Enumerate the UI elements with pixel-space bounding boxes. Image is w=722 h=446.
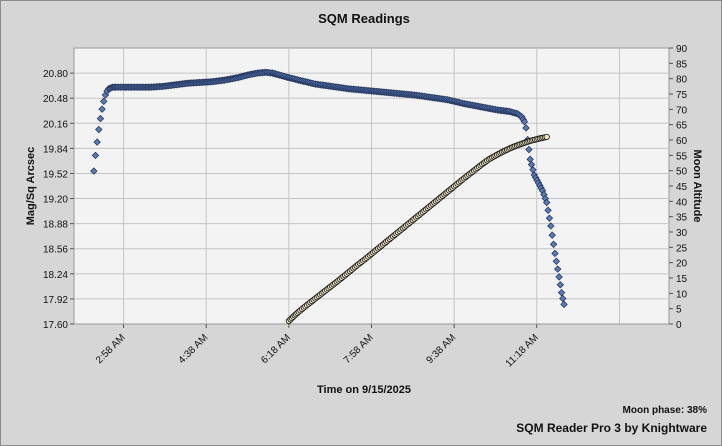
moon-altitude-series	[285, 133, 550, 325]
x-axis-ticks: 2:58 AM 4:38 AM 6:18 AM 7:58 AM 9:38 AM 11:18…	[94, 324, 541, 369]
sqm-reading-point	[560, 300, 568, 309]
x-tick-label: 4:38 AM	[177, 332, 211, 366]
y2-axis-ticks: 0 5 10 15 20 25 30 35 40 45 50 55 60 65 70 75 80 85 90	[669, 44, 688, 331]
sqm-reading-point	[542, 198, 551, 207]
sqm-reading-point	[91, 151, 100, 160]
sqm-reading-point	[555, 273, 563, 281]
sqm-reading-point	[557, 288, 566, 297]
sqm-reading-point	[520, 118, 529, 126]
branding-label: SQM Reader Pro 3 by Knightware	[516, 421, 707, 435]
y2-tick-label: 30	[676, 228, 688, 239]
y2-tick-label: 45	[676, 182, 688, 193]
sqm-reading-point	[93, 138, 101, 146]
sqm-reading-point	[98, 105, 106, 113]
y2-tick-label: 85	[676, 59, 688, 70]
y2-tick-label: 20	[676, 259, 688, 270]
y2-tick-label: 0	[676, 320, 682, 331]
x-tick-label: 11:18 AM	[504, 332, 541, 369]
sqm-reading-point	[525, 145, 533, 154]
y-tick-label: 19.84	[43, 144, 68, 155]
y2-tick-label: 35	[676, 213, 688, 224]
moon-phase-label: Moon phase: 38%	[623, 405, 708, 416]
y2-tick-label: 60	[676, 136, 688, 147]
x-tick-label: 7:58 AM	[342, 332, 376, 366]
y2-tick-label: 50	[676, 167, 688, 178]
sqm-reading-point	[559, 294, 567, 303]
y2-tick-label: 5	[676, 305, 682, 316]
y-tick-label: 18.24	[43, 270, 68, 281]
sqm-reading-point	[522, 124, 530, 132]
y2-tick-label: 80	[676, 75, 688, 86]
y2-tick-label: 40	[676, 197, 688, 208]
sqm-reading-point	[556, 281, 565, 289]
sqm-reading-point	[549, 240, 558, 248]
sqm-reading-point	[545, 214, 554, 222]
sqm-reading-series	[90, 68, 568, 309]
chart-title: SQM Readings	[318, 11, 410, 26]
sqm-reading-point	[544, 206, 552, 215]
x-tick-label: 9:38 AM	[425, 332, 459, 366]
y-tick-label: 18.88	[43, 220, 68, 231]
y-tick-label: 19.20	[43, 195, 68, 206]
y2-tick-label: 90	[676, 44, 688, 55]
y2-tick-label: 65	[676, 121, 688, 132]
y2-axis-title: Moon Altitude	[691, 150, 703, 223]
sqm-reading-point	[552, 257, 561, 265]
data-series	[90, 68, 568, 325]
x-tick-label: 6:18 AM	[259, 332, 293, 366]
y-tick-label: 20.16	[43, 119, 68, 130]
sqm-reading-point	[554, 265, 562, 273]
y2-tick-label: 15	[676, 274, 688, 285]
y-tick-label: 18.56	[43, 245, 68, 256]
y-tick-label: 20.80	[43, 69, 68, 80]
y2-tick-label: 25	[676, 243, 688, 254]
y-tick-label: 17.92	[43, 295, 68, 306]
sqm-reading-point	[90, 167, 98, 175]
sqm-reading-point	[547, 222, 555, 230]
sqm-reading-point	[100, 97, 108, 106]
y-tick-label: 20.48	[43, 94, 68, 105]
sqm-reading-point	[548, 231, 556, 239]
y2-tick-label: 55	[676, 151, 688, 162]
y2-tick-label: 70	[676, 105, 688, 116]
y-axis-title: Mag/Sq Arcsec	[25, 147, 37, 225]
sqm-reading-point	[96, 114, 105, 123]
y-axis-ticks: 17.60 17.92 18.24 18.56 18.88 19.20 19.52 19.84…	[43, 69, 74, 331]
moon-altitude-point	[543, 133, 550, 141]
y-tick-label: 17.60	[43, 320, 68, 331]
x-tick-label: 2:58 AM	[94, 332, 128, 366]
grid-lines	[74, 48, 669, 324]
y2-tick-label: 10	[676, 289, 688, 300]
y2-tick-label: 75	[676, 90, 688, 101]
y-tick-label: 19.52	[43, 169, 68, 180]
sqm-reading-point	[551, 249, 559, 258]
sqm-reading-point	[95, 125, 103, 134]
x-axis-title: Time on 9/15/2025	[317, 384, 411, 396]
